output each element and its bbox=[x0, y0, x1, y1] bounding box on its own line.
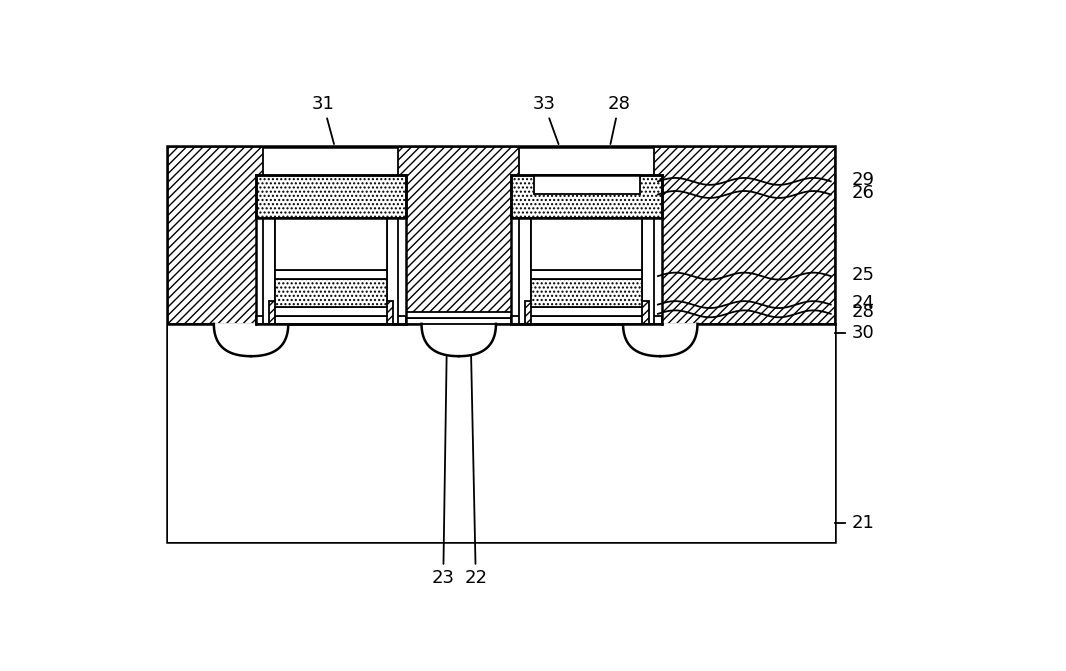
Text: 26: 26 bbox=[852, 184, 874, 202]
Bar bbox=[524, 301, 648, 324]
Text: 25: 25 bbox=[852, 266, 875, 284]
Text: 24: 24 bbox=[852, 294, 875, 312]
Bar bbox=[531, 279, 643, 307]
Bar bbox=[256, 319, 406, 324]
Polygon shape bbox=[421, 324, 496, 356]
Bar bbox=[275, 279, 387, 307]
Bar bbox=[512, 175, 662, 217]
Text: 29: 29 bbox=[852, 171, 875, 189]
Bar bbox=[643, 217, 655, 324]
Bar bbox=[275, 217, 387, 270]
Polygon shape bbox=[214, 324, 288, 356]
Bar bbox=[168, 147, 835, 541]
Bar bbox=[531, 316, 643, 324]
Text: 30: 30 bbox=[852, 324, 874, 342]
Polygon shape bbox=[623, 324, 697, 356]
Bar bbox=[256, 175, 406, 217]
Bar bbox=[275, 316, 387, 324]
Bar bbox=[269, 301, 393, 324]
Text: 33: 33 bbox=[533, 95, 559, 144]
Bar bbox=[655, 147, 835, 324]
Bar bbox=[512, 319, 662, 324]
Text: 22: 22 bbox=[465, 323, 487, 588]
Bar bbox=[399, 317, 519, 324]
Bar bbox=[387, 217, 399, 324]
Bar bbox=[399, 312, 519, 317]
Text: 21: 21 bbox=[852, 513, 874, 531]
Bar bbox=[531, 307, 643, 316]
Bar bbox=[512, 316, 662, 324]
Text: 28: 28 bbox=[608, 95, 631, 144]
Bar bbox=[519, 217, 531, 324]
Text: 28: 28 bbox=[852, 303, 874, 321]
Text: 31: 31 bbox=[311, 95, 335, 144]
Bar bbox=[256, 316, 406, 324]
Bar bbox=[399, 147, 519, 324]
Bar bbox=[263, 217, 275, 324]
Bar bbox=[168, 324, 835, 541]
Bar bbox=[168, 147, 263, 324]
Bar bbox=[531, 217, 643, 270]
Bar bbox=[531, 270, 643, 279]
Bar bbox=[275, 270, 387, 279]
Bar bbox=[512, 175, 662, 324]
Bar bbox=[534, 175, 640, 194]
Bar bbox=[275, 307, 387, 316]
Text: 23: 23 bbox=[432, 327, 455, 588]
Bar bbox=[256, 175, 406, 324]
